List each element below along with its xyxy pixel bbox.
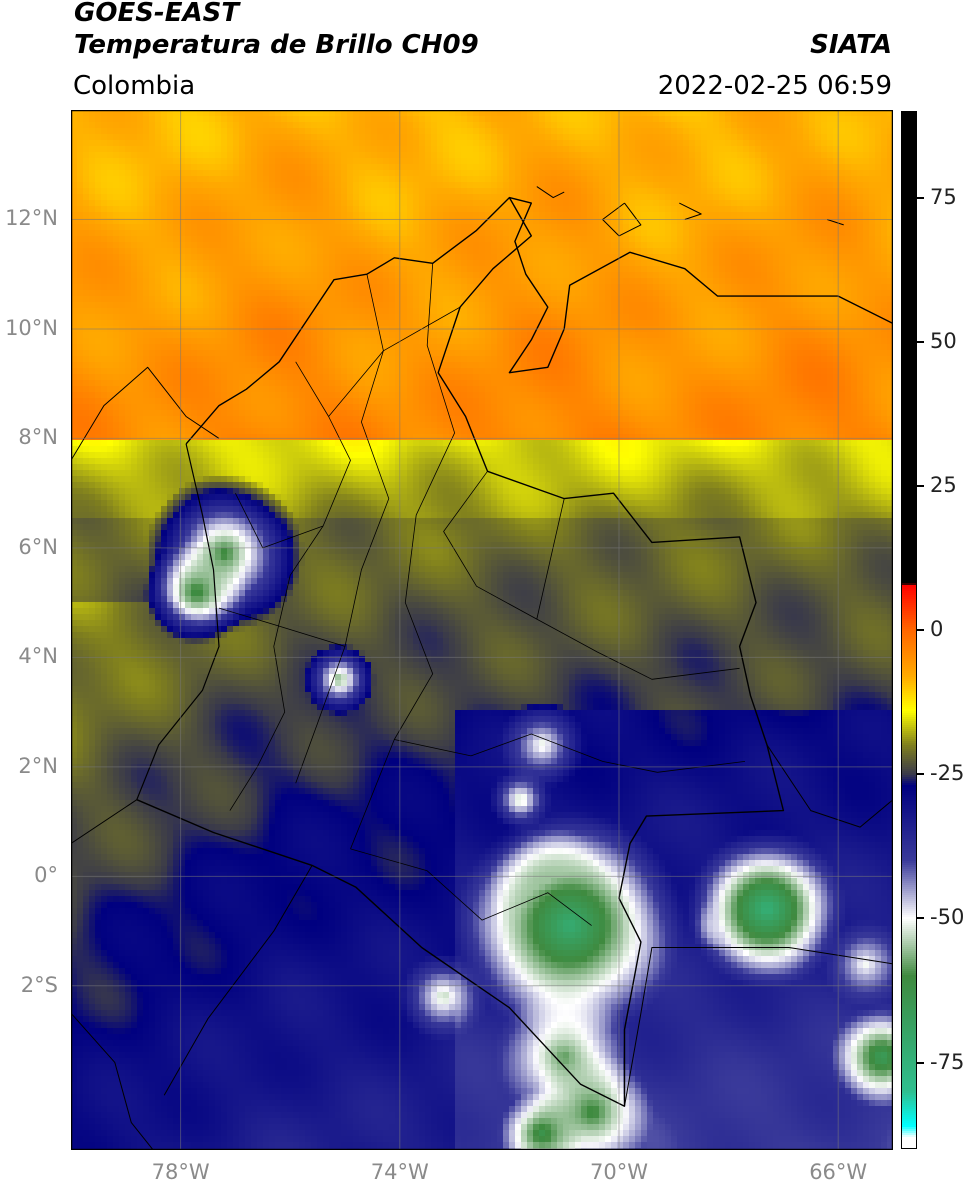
brand-label: SIATA (810, 30, 892, 60)
colorbar-frame (901, 111, 917, 1149)
colorbar-tick (917, 917, 924, 920)
region-label: Colombia (73, 71, 195, 101)
colorbar-tick-label: -25 (930, 761, 964, 785)
temperature-field (71, 110, 893, 1150)
department-border (328, 306, 461, 417)
lat-tick-label: 0° (0, 863, 58, 887)
colorbar-tick (917, 773, 924, 776)
island-outline (827, 219, 844, 226)
department-border (218, 607, 346, 647)
department-border (350, 848, 592, 926)
map-frame (71, 110, 893, 1150)
island-outline (536, 186, 565, 199)
timestamp-label: 2022-02-25 06:59 (658, 71, 892, 101)
department-border (536, 498, 565, 620)
colorbar-tick (917, 340, 924, 343)
ecuador-coast (71, 799, 154, 1150)
lon-tick-label: 74°W (355, 1160, 445, 1184)
brazil-border (624, 947, 893, 1107)
map-title: GOES-EAST (74, 0, 239, 28)
panama-coast (71, 366, 220, 461)
lat-tick-label: 2°N (0, 754, 58, 778)
island-outline (679, 202, 702, 220)
lat-tick-label: 6°N (0, 535, 58, 559)
colorbar-tick (917, 196, 924, 199)
peru-border (163, 865, 313, 1096)
lon-tick-label: 66°W (793, 1160, 883, 1184)
department-border (394, 733, 746, 773)
colorbar-tick (917, 629, 924, 631)
colorbar-tick-label: 75 (930, 185, 957, 209)
colorbar-tick-label: 50 (930, 329, 957, 353)
lat-tick-label: 12°N (0, 206, 58, 230)
lat-tick-label: 2°S (0, 973, 58, 997)
pacific-coastline (136, 443, 220, 800)
lon-tick-label: 70°W (574, 1160, 664, 1184)
colorbar-tick-label: -75 (930, 1050, 964, 1074)
lon-tick-label: 78°W (136, 1160, 226, 1184)
venezuela-border (766, 744, 893, 828)
colorbar-tick (917, 484, 924, 487)
lat-tick-label: 8°N (0, 425, 58, 449)
department-border (350, 263, 455, 850)
colorbar-tick (917, 1061, 924, 1064)
gridlines (71, 110, 893, 1150)
department-border (295, 274, 390, 784)
coastline (185, 196, 893, 445)
colorbar-tick-label: 25 (930, 473, 957, 497)
satellite-map (71, 110, 893, 1150)
colorbar (901, 111, 917, 1149)
map-subtitle: Temperatura de Brillo CH09 (74, 30, 479, 60)
department-border (229, 361, 351, 811)
lat-tick-label: 4°N (0, 644, 58, 668)
colorbar-tick-label: 0 (930, 617, 943, 641)
colorbar-tick-label: -50 (930, 905, 964, 929)
lat-tick-label: 10°N (0, 316, 58, 340)
